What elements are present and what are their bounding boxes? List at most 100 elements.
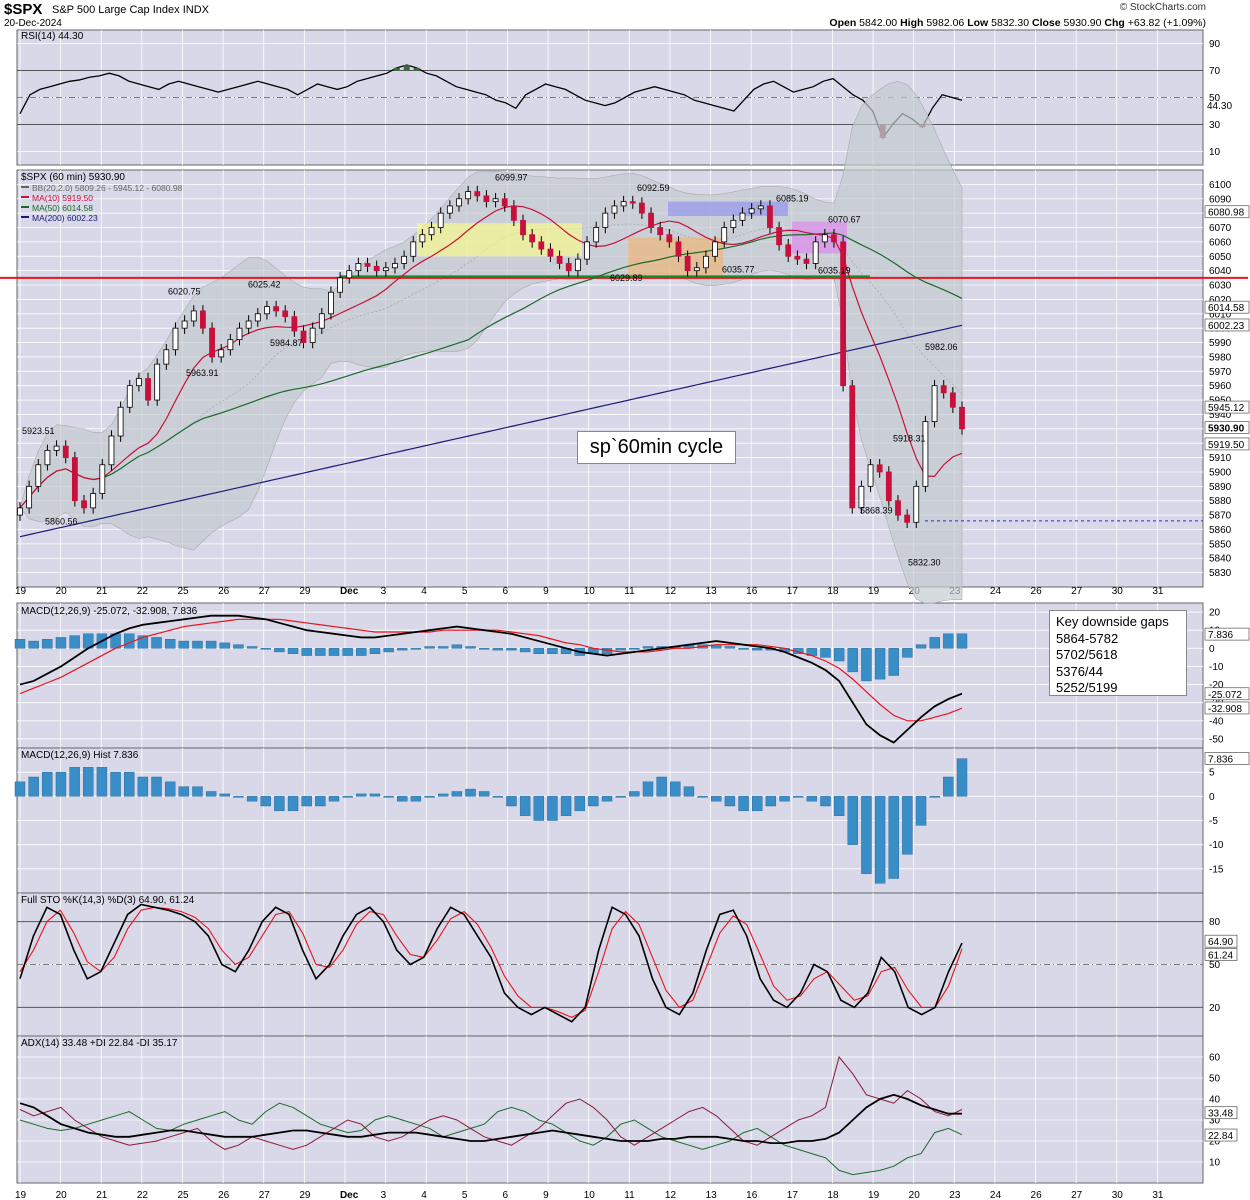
macd-hist-bar <box>328 648 340 656</box>
x-tick-label: 13 <box>706 586 718 597</box>
candle-body <box>392 263 398 269</box>
candle-body <box>675 241 682 257</box>
candle-body <box>574 258 581 272</box>
y-tick-label: -5 <box>1209 816 1218 827</box>
hist-bar <box>547 796 558 821</box>
candle-body <box>26 485 33 509</box>
hist-bar <box>438 793 449 797</box>
candle-body <box>145 378 151 401</box>
price-label: 5982.06 <box>925 342 958 352</box>
hist-bar <box>779 796 790 802</box>
hist-bar <box>424 796 435 798</box>
candle-body <box>620 201 627 207</box>
y-tick-label: 5870 <box>1209 511 1232 522</box>
y-tick-label: 6010 <box>1209 309 1232 320</box>
x-tick-label: 25 <box>177 1190 189 1200</box>
candle-body <box>657 227 664 236</box>
candle-body <box>922 421 929 487</box>
macd-hist-bar <box>342 648 353 656</box>
symbol-description: S&P 500 Large Cap Index <box>52 4 180 16</box>
y-tick-label: 60 <box>1209 1053 1221 1064</box>
gap-item: 5376/44 <box>1056 663 1103 679</box>
price-label: 5832.30 <box>908 557 941 567</box>
hist-bar <box>533 796 544 821</box>
candle-body <box>401 255 408 264</box>
y-tick-label: -10 <box>1209 840 1224 851</box>
candle-body <box>730 219 737 228</box>
y-tick-label: 6040 <box>1209 266 1232 277</box>
x-tick-label: 26 <box>1031 586 1043 597</box>
macd-hist-bar <box>315 648 326 656</box>
candle-body <box>318 313 325 329</box>
x-tick-label: 27 <box>259 586 271 597</box>
hist-bar <box>451 791 463 797</box>
candle-body <box>483 195 490 203</box>
gaps-title: Key downside gaps <box>1056 614 1169 629</box>
x-tick-label: 23 <box>949 1190 961 1200</box>
candle-body <box>629 201 636 204</box>
price-label: 5918.31 <box>893 434 926 444</box>
candle-body <box>135 378 142 387</box>
x-tick-label: 22 <box>137 586 149 597</box>
hist-bar <box>315 796 326 807</box>
hist-bar <box>205 791 217 797</box>
x-tick-label: 26 <box>218 586 230 597</box>
sto-title: Full STO %K(14,3) %D(3) 64.90, 61.24 <box>21 895 195 906</box>
macd-hist-bar <box>356 648 367 656</box>
x-tick-label: 30 <box>1112 586 1124 597</box>
x-tick-label: 21 <box>96 1190 108 1200</box>
hist-bar <box>397 796 408 802</box>
hist-bar <box>383 796 394 798</box>
candle-body <box>556 255 563 264</box>
legend-entry: MA(200) 6002.23 <box>32 213 98 223</box>
hist-bar <box>301 796 312 807</box>
rsi-title: RSI(14) 44.30 <box>21 31 84 42</box>
gap-item: 5864-5782 <box>1056 630 1119 646</box>
x-tick-label: 20 <box>909 1190 921 1200</box>
x-tick-label: 18 <box>827 586 839 597</box>
right-value-label: 6002.23 <box>1208 321 1245 332</box>
candle-body <box>419 234 426 243</box>
y-tick-label: 5890 <box>1209 482 1232 493</box>
right-value-label: 5919.50 <box>1208 440 1245 451</box>
x-tick-label: 31 <box>1152 1190 1164 1200</box>
candle-body <box>282 310 289 318</box>
price-label: 5923.51 <box>22 426 55 436</box>
x-tick-label: 27 <box>1071 1190 1083 1200</box>
right-value-tag <box>1204 400 1250 414</box>
right-value-tag <box>1204 318 1250 332</box>
hist-bar <box>246 796 258 802</box>
hist-bar <box>83 767 94 797</box>
macd-hist-bar <box>137 635 149 649</box>
hist-bar <box>656 776 667 797</box>
macd-hist-bar <box>752 648 763 651</box>
macd-hist-bar <box>629 648 640 650</box>
candle-body <box>492 198 499 203</box>
hist-bar <box>14 781 26 797</box>
macd-hist-bar <box>397 648 408 651</box>
x-tick-label: 24 <box>990 586 1002 597</box>
macd-hist-bar <box>233 644 244 649</box>
candle-body <box>163 349 170 365</box>
hist-bar <box>847 796 858 845</box>
candle-body <box>593 227 600 243</box>
right-value-tag <box>1204 948 1238 961</box>
y-tick-label: -50 <box>1209 734 1224 745</box>
macd-hist-bar <box>69 635 80 649</box>
candle-body <box>876 464 883 473</box>
hist-bar <box>478 791 490 797</box>
right-value-tag <box>1204 421 1250 434</box>
macd-hist-bar <box>178 640 190 649</box>
x-tick-label: 25 <box>177 586 189 597</box>
candle-body <box>154 363 161 401</box>
candle-body <box>71 457 78 502</box>
candle-body <box>520 219 526 236</box>
candle-body <box>803 258 810 264</box>
candle-body <box>748 208 755 214</box>
candle-body <box>446 205 453 214</box>
rsi-overbought-fill <box>403 65 410 71</box>
macd-hist-bar <box>533 648 544 654</box>
sto-d-line <box>19 906 963 1019</box>
candle-body <box>501 198 508 207</box>
